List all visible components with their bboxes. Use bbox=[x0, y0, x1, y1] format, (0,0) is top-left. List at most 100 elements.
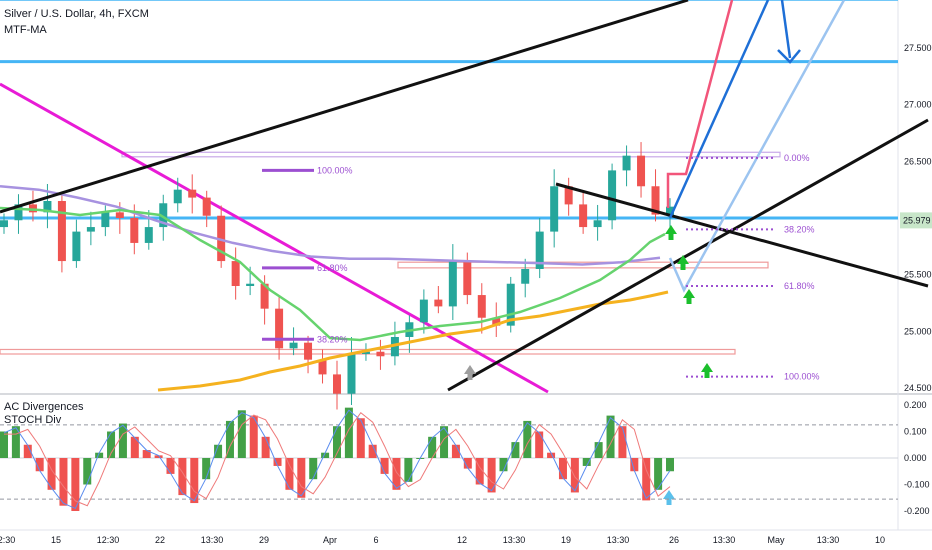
osc-axis-tick-label: -0.200 bbox=[904, 506, 930, 516]
stoch-k-line bbox=[3, 409, 671, 510]
mtf-ma-series-line bbox=[0, 185, 661, 266]
last-price-badge-label: 25.979 bbox=[903, 215, 931, 225]
stoch-d-line bbox=[4, 411, 671, 507]
gray-up-arrow-icon bbox=[464, 365, 476, 380]
oscillator-bar bbox=[107, 431, 116, 458]
time-axis-tick-label: 6 bbox=[373, 535, 378, 545]
blue-down-arrow-line bbox=[780, 0, 792, 59]
last-price-badge bbox=[900, 212, 932, 229]
candle-body bbox=[637, 155, 646, 187]
candle-body bbox=[347, 354, 356, 394]
oscillator-bar bbox=[487, 458, 496, 493]
oscillator-bar bbox=[225, 420, 234, 458]
oscillator-bar bbox=[654, 458, 663, 490]
candle-body bbox=[593, 220, 602, 228]
oscillator-bar bbox=[23, 444, 32, 458]
symbol-title: Silver / U.S. Dollar, 4h, FXCM bbox=[4, 8, 149, 20]
oscillator-bar bbox=[630, 458, 639, 472]
time-axis-tick-label: 10 bbox=[875, 535, 885, 545]
candle-body bbox=[608, 170, 617, 221]
candle-body bbox=[361, 351, 370, 354]
price-axis-tick-label: 24.500 bbox=[904, 383, 932, 393]
candle-body bbox=[492, 317, 501, 326]
candle-body bbox=[173, 189, 182, 204]
fib-right-label: 38.20% bbox=[784, 224, 815, 234]
fib-left-label: 38.20% bbox=[317, 334, 348, 344]
oscillator-bar bbox=[118, 423, 127, 458]
oscillator-bar bbox=[570, 458, 579, 493]
candle-body bbox=[550, 186, 559, 232]
candle-body bbox=[579, 204, 588, 228]
time-axis-tick-label: 19 bbox=[561, 535, 571, 545]
candle-body bbox=[390, 337, 399, 357]
candle-body bbox=[275, 308, 284, 349]
time-axis-tick-label: 26 bbox=[669, 535, 679, 545]
oscillator-bar bbox=[11, 426, 20, 458]
oscillator-bar bbox=[451, 444, 460, 458]
red-projection-path bbox=[666, 0, 734, 208]
candle-body bbox=[231, 261, 240, 286]
candle-body bbox=[57, 201, 66, 262]
oscillator-bar bbox=[606, 415, 615, 458]
time-axis-tick-label: 22 bbox=[155, 535, 165, 545]
oscillator-bar bbox=[47, 458, 56, 490]
candle-body bbox=[43, 201, 52, 213]
oscillator-bar bbox=[523, 420, 532, 458]
time-axis-tick-label: 13:30 bbox=[201, 535, 224, 545]
time-axis-tick-label: 12 bbox=[457, 535, 467, 545]
time-axis-tick-label: Apr bbox=[323, 535, 337, 545]
candle-body bbox=[434, 299, 443, 307]
oscillator-bar bbox=[499, 458, 508, 472]
oscillator-bar bbox=[83, 458, 92, 485]
oscillator-bar bbox=[547, 452, 556, 458]
oscillator-bar bbox=[190, 458, 199, 504]
oscillator-bar bbox=[261, 436, 270, 458]
black-descending-trendline bbox=[555, 182, 929, 288]
oscillator-bar bbox=[594, 442, 603, 458]
candle-body bbox=[521, 269, 530, 284]
candle-body bbox=[14, 204, 23, 221]
time-axis-tick-label: 13:30 bbox=[503, 535, 526, 545]
oscillator-bar bbox=[344, 407, 353, 458]
osc-axis-tick-label: -0.100 bbox=[904, 480, 930, 490]
oscillator-bar bbox=[368, 444, 377, 458]
oscillator-bar bbox=[558, 458, 567, 480]
candle-body bbox=[376, 351, 385, 357]
oscillator-bar bbox=[356, 418, 365, 458]
oscillator-bar bbox=[214, 444, 223, 458]
candle-body bbox=[564, 186, 573, 205]
green-up-arrow-icon bbox=[701, 363, 713, 378]
time-axis-tick-label: May bbox=[767, 535, 785, 545]
oscillator-bar bbox=[249, 415, 258, 458]
oscillator-bar bbox=[642, 458, 651, 501]
price-axis-tick-label: 25.500 bbox=[904, 270, 932, 280]
candle-body bbox=[101, 212, 110, 228]
oscillator-bar bbox=[321, 452, 330, 458]
osc-axis-tick-label: 0.000 bbox=[904, 453, 927, 463]
oscillator-bar bbox=[582, 458, 591, 466]
oscillator-bar bbox=[440, 426, 449, 458]
price-axis-tick-label: 27.000 bbox=[904, 100, 932, 110]
time-axis-tick-label: 12:30 bbox=[97, 535, 120, 545]
green-up-arrow-icon bbox=[683, 289, 695, 304]
fib-right-label: 0.00% bbox=[784, 153, 810, 163]
candle-body bbox=[289, 342, 298, 349]
green-up-arrow-icon bbox=[677, 255, 689, 270]
candle-body bbox=[304, 342, 313, 360]
candle-body bbox=[260, 283, 269, 309]
orange-moving-average-line bbox=[157, 290, 669, 392]
ac-divergences-label: AC Divergences bbox=[4, 401, 84, 413]
candle-body bbox=[86, 227, 95, 232]
candle-body bbox=[535, 231, 544, 269]
candle-body bbox=[115, 212, 124, 218]
oscillator-bar bbox=[666, 458, 674, 472]
oscillator-bar bbox=[333, 426, 341, 458]
candle-body bbox=[333, 374, 341, 394]
oscillator-bar bbox=[130, 436, 139, 458]
oscillator-bar bbox=[297, 458, 306, 498]
candle-body bbox=[318, 359, 327, 375]
zone-box bbox=[397, 261, 769, 269]
candle-body bbox=[246, 283, 255, 286]
